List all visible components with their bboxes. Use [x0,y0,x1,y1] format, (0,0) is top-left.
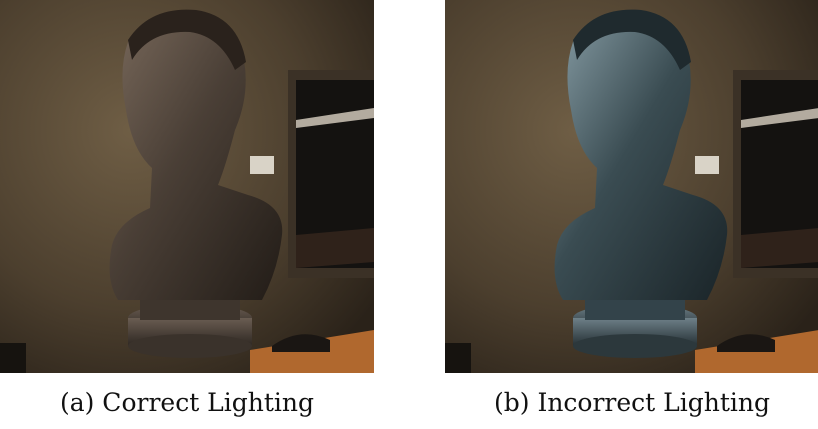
render-correct-lighting [0,0,374,373]
bust-render-image [445,0,818,373]
caption-incorrect-lighting: (b) Incorrect Lighting [493,388,771,417]
bust-sculpture [109,9,283,358]
render-incorrect-lighting [445,0,818,373]
bust-sculpture [554,9,728,358]
bust-render-image [0,0,374,373]
caption-correct-lighting: (a) Correct Lighting [59,388,315,417]
